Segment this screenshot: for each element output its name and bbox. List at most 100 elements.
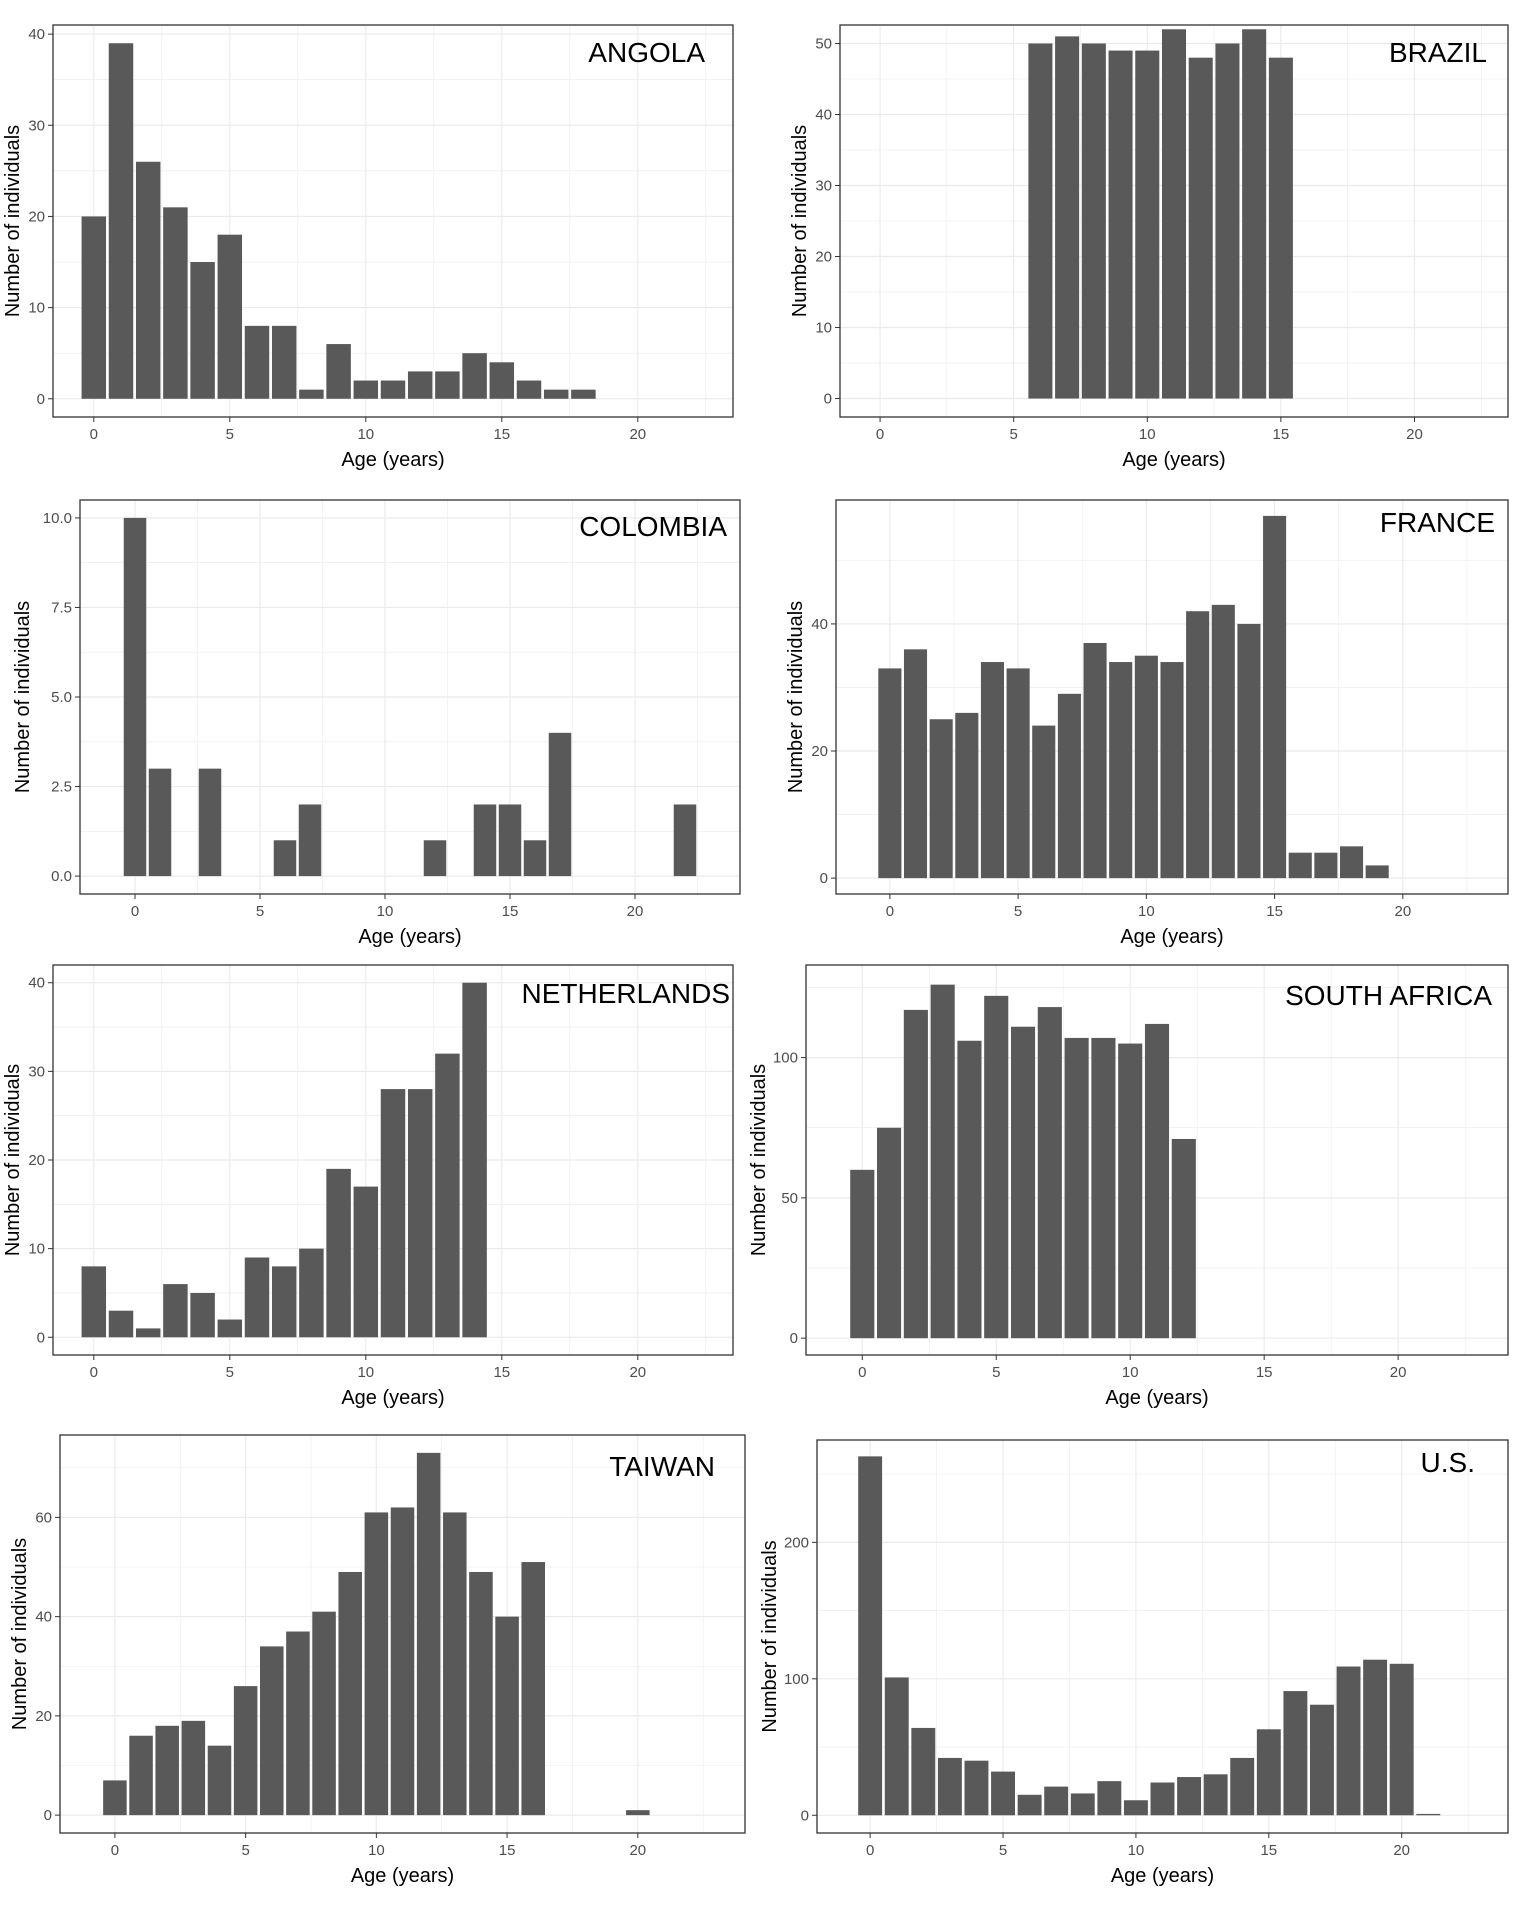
bar-south-africa-age-0 bbox=[850, 1169, 875, 1339]
bar-us-age-11 bbox=[1150, 1782, 1175, 1816]
y-tick-label: 20 bbox=[811, 743, 828, 760]
bar-taiwan-age-10 bbox=[364, 1512, 389, 1816]
bar-taiwan-age-7 bbox=[286, 1631, 310, 1816]
bar-taiwan-age-14 bbox=[469, 1571, 493, 1816]
x-tick-label: 10 bbox=[357, 1364, 374, 1381]
x-tick-label: 15 bbox=[493, 426, 510, 443]
bar-south-africa-age-7 bbox=[1037, 1007, 1062, 1339]
y-tick-label: 0 bbox=[37, 391, 45, 408]
y-tick-label: 60 bbox=[35, 1509, 52, 1526]
y-tick-label: 40 bbox=[35, 1609, 52, 1626]
bar-angola-age-15 bbox=[489, 362, 515, 399]
chart-panel-netherlands: 0 5 10 15 20 0 10 20 30 40 Age (years) Number of in… bbox=[2, 964, 734, 1409]
bar-colombia-age-7 bbox=[298, 804, 322, 877]
bar-colombia-age-17 bbox=[548, 732, 572, 877]
y-tick-label: 5.0 bbox=[51, 689, 72, 706]
bar-us-age-21 bbox=[1416, 1813, 1441, 1816]
x-tick-label: 10 bbox=[1128, 1842, 1145, 1859]
bar-taiwan-age-9 bbox=[338, 1571, 362, 1816]
bar-angola-age-4 bbox=[190, 262, 215, 399]
bar-brazil-age-13 bbox=[1215, 43, 1240, 399]
bar-colombia-age-22 bbox=[673, 804, 697, 877]
x-tick-label: 15 bbox=[1266, 903, 1283, 920]
bar-us-age-17 bbox=[1310, 1704, 1334, 1816]
y-tick-label: 20 bbox=[35, 1708, 52, 1725]
x-tick-label: 10 bbox=[1122, 1364, 1139, 1381]
panel-title-france: FRANCE bbox=[1380, 507, 1495, 538]
y-tick-label: 0 bbox=[801, 1807, 809, 1824]
x-axis-title: Age (years) bbox=[358, 926, 461, 948]
x-tick-label: 10 bbox=[368, 1842, 385, 1859]
bar-france-age-16 bbox=[1288, 852, 1312, 879]
bar-angola-age-16 bbox=[516, 380, 542, 399]
x-tick-label: 5 bbox=[226, 1364, 234, 1381]
bar-us-age-6 bbox=[1017, 1794, 1042, 1816]
x-tick-label: 15 bbox=[502, 903, 519, 920]
bar-angola-age-5 bbox=[217, 234, 243, 399]
x-tick-label: 5 bbox=[1014, 903, 1022, 920]
bar-brazil-age-12 bbox=[1188, 57, 1213, 399]
bar-france-age-11 bbox=[1160, 662, 1184, 879]
bar-angola-age-9 bbox=[326, 344, 351, 399]
y-tick-label: 0 bbox=[790, 1330, 798, 1347]
bar-brazil-age-8 bbox=[1081, 43, 1106, 399]
bar-brazil-age-10 bbox=[1135, 50, 1160, 399]
bar-south-africa-age-2 bbox=[903, 1009, 928, 1339]
chart-panel-south-africa: 0 5 10 15 20 0 50 100 Age (years) Number of indiv… bbox=[748, 964, 1509, 1409]
x-tick-label: 15 bbox=[499, 1842, 516, 1859]
bar-angola-age-1 bbox=[108, 43, 134, 399]
x-axis-title: Age (years) bbox=[341, 1387, 444, 1409]
bar-angola-age-17 bbox=[543, 389, 569, 399]
bar-france-age-8 bbox=[1083, 642, 1107, 879]
x-tick-label: 5 bbox=[226, 426, 234, 443]
bar-us-age-9 bbox=[1097, 1781, 1122, 1816]
bar-us-age-4 bbox=[964, 1760, 989, 1816]
x-axis-title: Age (years) bbox=[1122, 449, 1225, 471]
bar-angola-age-0 bbox=[81, 216, 107, 399]
bar-south-africa-age-12 bbox=[1171, 1138, 1196, 1339]
bar-france-age-5 bbox=[1006, 668, 1030, 879]
bar-brazil-age-15 bbox=[1268, 57, 1293, 399]
bar-us-age-13 bbox=[1203, 1774, 1228, 1816]
x-tick-label: 20 bbox=[629, 426, 646, 443]
y-tick-label: 10 bbox=[28, 300, 45, 317]
plot-frame bbox=[835, 499, 1509, 895]
bar-taiwan-age-5 bbox=[233, 1686, 258, 1816]
bar-south-africa-age-6 bbox=[1010, 1026, 1036, 1339]
bar-us-age-20 bbox=[1389, 1663, 1414, 1816]
chart-panel-france: 0 5 10 15 20 0 20 40 Age (years) Number of indivi… bbox=[785, 499, 1509, 948]
bar-colombia-age-6 bbox=[273, 840, 297, 877]
y-tick-label: 40 bbox=[811, 616, 828, 633]
bar-taiwan-age-11 bbox=[390, 1507, 415, 1816]
y-tick-label: 100 bbox=[773, 1050, 798, 1067]
panel-title-angola: ANGOLA bbox=[588, 37, 705, 68]
y-tick-label: 50 bbox=[781, 1190, 798, 1207]
bar-angola-age-7 bbox=[271, 325, 297, 399]
bar-angola-age-11 bbox=[380, 380, 406, 399]
bar-us-age-15 bbox=[1256, 1729, 1281, 1816]
bar-netherlands-age-11 bbox=[380, 1089, 406, 1338]
bar-us-age-5 bbox=[991, 1771, 1015, 1816]
bar-france-age-4 bbox=[980, 662, 1004, 879]
y-tick-label: 20 bbox=[815, 249, 832, 266]
bar-colombia-age-3 bbox=[198, 768, 222, 877]
x-tick-label: 5 bbox=[241, 1842, 249, 1859]
bar-taiwan-age-12 bbox=[416, 1452, 441, 1816]
y-tick-label: 20 bbox=[28, 1152, 45, 1169]
x-tick-label: 20 bbox=[629, 1364, 646, 1381]
bar-colombia-age-1 bbox=[148, 768, 172, 877]
chart-panel-taiwan: 0 5 10 15 20 0 20 40 60 Age (years) Number of indi… bbox=[9, 1434, 746, 1887]
x-tick-label: 10 bbox=[1138, 903, 1155, 920]
y-tick-label: 40 bbox=[28, 26, 45, 43]
bar-france-age-18 bbox=[1340, 846, 1364, 879]
bar-taiwan-age-20 bbox=[626, 1810, 650, 1816]
x-tick-label: 5 bbox=[999, 1842, 1007, 1859]
x-tick-label: 5 bbox=[256, 903, 264, 920]
bar-angola-age-14 bbox=[462, 353, 487, 399]
bar-france-age-15 bbox=[1263, 515, 1287, 879]
bar-netherlands-age-6 bbox=[244, 1257, 270, 1338]
bar-colombia-age-16 bbox=[523, 840, 547, 877]
y-tick-label: 0.0 bbox=[51, 868, 72, 885]
